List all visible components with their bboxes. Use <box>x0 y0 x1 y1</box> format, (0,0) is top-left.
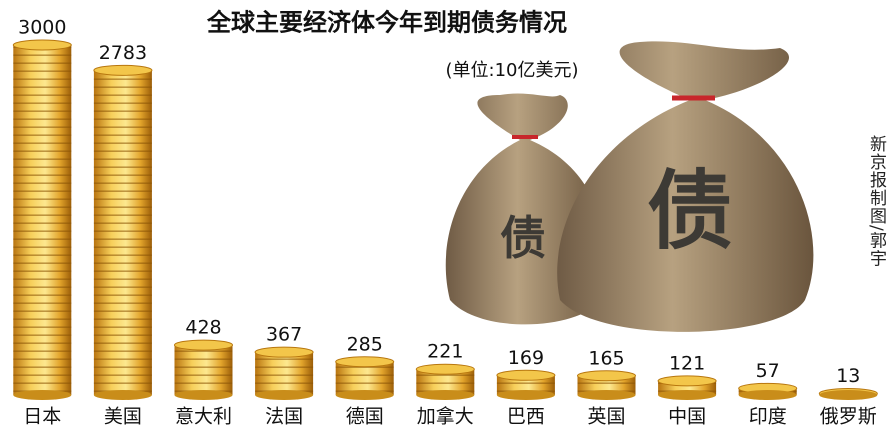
coin-top <box>93 64 153 76</box>
value-label: 2783 <box>99 42 147 64</box>
chart-title: 全球主要经济体今年到期债务情况 <box>206 8 567 37</box>
coin-bottom <box>13 390 72 400</box>
credit: 新京报制图/郭宇 <box>866 135 887 268</box>
x-tick-label: 英国 <box>587 406 625 428</box>
coin-top <box>254 346 314 358</box>
coin-ridges <box>93 70 152 396</box>
coin-bottom <box>738 390 797 400</box>
bag-label: 债 <box>647 161 733 262</box>
coin-ridges <box>13 45 72 395</box>
money-bags: 债 债 <box>445 41 814 332</box>
coin-bottom <box>416 390 475 400</box>
x-tick-label: 中国 <box>668 406 706 428</box>
coin-bottom <box>658 390 717 400</box>
coin-ridges <box>174 345 233 395</box>
x-tick-label: 法国 <box>265 406 303 428</box>
subtitle: (单位:10亿美元) <box>445 60 578 81</box>
bag-label: 债 <box>500 211 546 265</box>
coin-top <box>335 356 395 368</box>
coin-bottom <box>496 390 555 400</box>
value-label: 367 <box>266 324 302 346</box>
coin-bottom <box>255 390 314 400</box>
value-label: 285 <box>347 333 383 355</box>
coin-top <box>657 375 717 387</box>
coin-bottom <box>819 390 878 400</box>
value-label: 3000 <box>18 17 66 39</box>
coin-top <box>415 363 475 375</box>
coin-ridges <box>255 352 314 395</box>
coin-bottom <box>577 390 636 400</box>
coin-bottom <box>174 390 233 400</box>
x-tick-label: 巴西 <box>507 406 545 428</box>
coin-top <box>174 339 233 351</box>
coin-top <box>496 369 556 381</box>
x-tick-label: 美国 <box>104 406 142 428</box>
value-label: 221 <box>427 341 463 363</box>
value-label: 57 <box>756 360 780 382</box>
x-tick-label: 意大利 <box>175 406 232 428</box>
coin-bottom <box>93 390 152 400</box>
value-label: 169 <box>508 347 544 369</box>
value-label: 428 <box>185 317 221 339</box>
value-label: 121 <box>669 352 705 374</box>
coin-top <box>577 370 636 382</box>
coin-ridges <box>496 375 555 395</box>
value-label: 13 <box>836 365 860 387</box>
value-label: 165 <box>588 347 624 369</box>
coin-bottom <box>335 390 394 400</box>
large-bag <box>557 41 814 332</box>
x-tick-label: 德国 <box>346 406 384 428</box>
x-tick-label: 加拿大 <box>417 405 474 428</box>
x-tick-label: 印度 <box>749 406 787 428</box>
coin-ridges <box>335 361 394 395</box>
x-tick-label: 日本 <box>23 406 61 428</box>
coin-top <box>12 39 72 51</box>
x-tick-label: 俄罗斯 <box>820 406 877 428</box>
